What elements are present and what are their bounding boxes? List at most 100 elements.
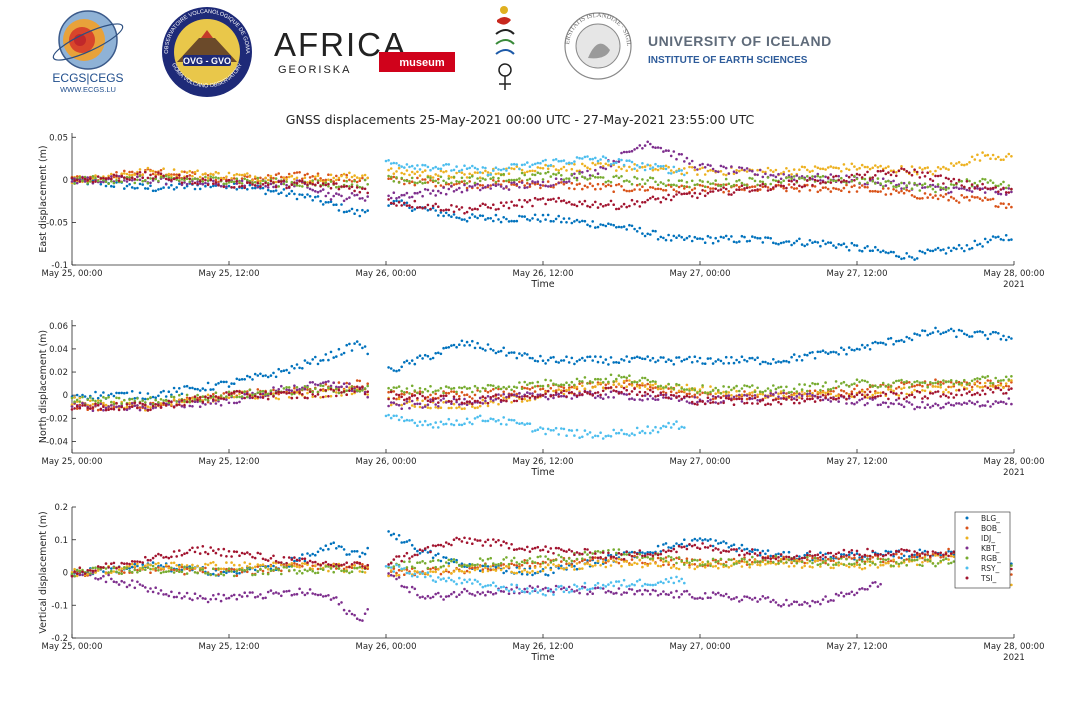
data-point xyxy=(91,177,95,180)
data-point xyxy=(319,189,322,193)
data-point xyxy=(316,195,320,198)
data-point xyxy=(879,394,882,398)
data-point xyxy=(897,402,901,406)
data-point xyxy=(840,170,843,173)
data-point xyxy=(908,189,911,193)
data-point xyxy=(900,338,903,342)
data-point xyxy=(416,549,419,553)
data-point xyxy=(769,188,772,191)
data-point xyxy=(455,419,458,422)
data-point xyxy=(735,358,738,362)
data-point xyxy=(311,552,315,556)
data-point xyxy=(675,356,678,359)
data-point xyxy=(1010,187,1013,191)
data-point xyxy=(792,183,796,186)
data-point xyxy=(800,185,804,189)
data-point xyxy=(235,172,239,176)
data-point xyxy=(758,390,762,394)
data-point xyxy=(99,180,103,184)
data-point xyxy=(486,419,490,423)
data-point xyxy=(431,204,435,208)
data-point xyxy=(554,173,558,176)
data-point xyxy=(963,332,966,336)
data-point xyxy=(923,192,927,195)
data-point xyxy=(646,198,649,202)
data-point xyxy=(196,387,199,391)
data-point xyxy=(764,552,767,556)
data-point xyxy=(842,348,846,352)
data-point xyxy=(212,184,215,188)
data-point xyxy=(845,167,848,171)
data-point xyxy=(460,206,464,209)
data-point xyxy=(110,177,113,181)
data-point xyxy=(180,170,184,173)
data-point xyxy=(567,391,571,395)
data-point xyxy=(117,396,121,400)
data-point xyxy=(662,543,665,546)
data-point xyxy=(418,392,422,396)
data-point xyxy=(246,181,249,184)
data-point xyxy=(813,185,817,188)
data-point xyxy=(387,390,390,394)
data-point xyxy=(630,198,634,202)
data-point xyxy=(206,174,210,177)
data-point xyxy=(706,357,710,360)
data-point xyxy=(125,403,129,406)
data-point xyxy=(546,180,550,183)
data-point xyxy=(447,346,451,349)
data-point xyxy=(847,249,851,252)
data-point xyxy=(800,397,804,400)
data-point xyxy=(826,388,830,391)
data-point xyxy=(696,237,699,240)
data-point xyxy=(685,394,689,398)
data-point xyxy=(460,407,464,411)
data-point xyxy=(902,381,906,384)
data-point xyxy=(473,166,477,170)
data-point xyxy=(871,249,874,252)
data-point xyxy=(826,166,830,169)
data-point xyxy=(970,155,974,159)
data-point xyxy=(633,387,636,391)
data-point xyxy=(450,181,453,185)
data-point xyxy=(957,243,961,247)
data-point xyxy=(693,355,697,359)
data-point xyxy=(740,355,744,359)
data-point xyxy=(505,169,508,172)
data-point xyxy=(256,388,260,391)
data-point xyxy=(222,185,226,189)
data-point xyxy=(798,237,801,241)
data-point xyxy=(811,175,814,178)
data-point xyxy=(753,548,757,551)
data-point xyxy=(526,161,529,164)
data-point xyxy=(646,232,649,236)
data-point xyxy=(350,550,354,553)
data-point xyxy=(654,395,657,398)
data-point xyxy=(960,393,963,397)
data-point xyxy=(834,351,838,354)
data-point xyxy=(929,193,932,196)
data-point xyxy=(552,185,555,189)
data-point xyxy=(766,402,770,406)
data-point xyxy=(895,185,898,189)
data-point xyxy=(748,169,751,172)
data-point xyxy=(416,191,419,195)
data-point xyxy=(921,197,924,200)
data-point xyxy=(800,388,804,391)
data-point xyxy=(591,161,594,165)
data-point xyxy=(586,355,589,359)
data-point xyxy=(209,178,212,182)
data-point xyxy=(596,182,600,186)
data-point xyxy=(301,185,304,188)
data-point xyxy=(392,175,396,179)
data-point xyxy=(272,181,275,184)
data-point xyxy=(298,184,301,188)
data-point xyxy=(625,179,628,182)
data-point xyxy=(465,403,469,407)
data-point xyxy=(675,193,678,196)
data-point xyxy=(539,384,542,388)
data-point xyxy=(175,403,178,407)
data-point xyxy=(617,160,621,163)
data-point xyxy=(866,245,869,248)
data-point xyxy=(751,235,754,238)
data-point xyxy=(421,178,424,181)
